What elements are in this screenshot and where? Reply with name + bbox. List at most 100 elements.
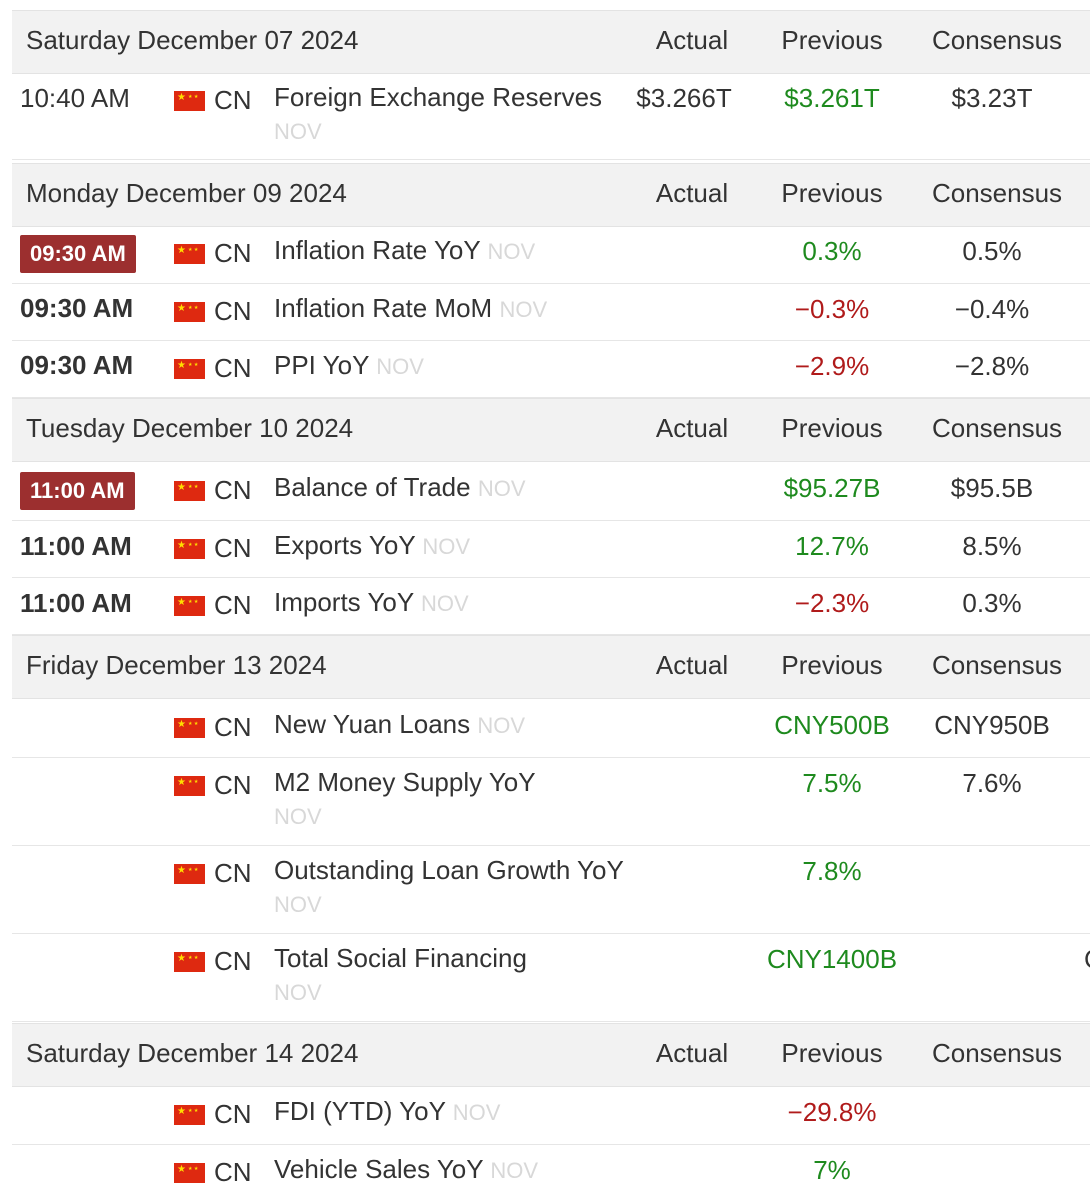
- event-row[interactable]: 11:00 AM CN Balance of Trade NOV $95.27B…: [12, 463, 1090, 521]
- event-country: CN: [214, 353, 252, 383]
- event-time-badge: 09:30 AM: [20, 235, 136, 273]
- event-previous: 12.7%: [795, 531, 869, 561]
- event-name[interactable]: Inflation Rate YoY NOV: [274, 235, 536, 265]
- column-header-consensus[interactable]: Consensus: [931, 1038, 1063, 1068]
- event-consensus: $3.23T: [951, 83, 1033, 113]
- event-reference: NOV: [477, 476, 526, 501]
- event-name[interactable]: Inflation Rate MoM NOV: [274, 293, 548, 323]
- event-country: CN: [214, 1157, 252, 1187]
- event-row[interactable]: 09:30 AM CN Inflation Rate YoY NOV 0.3% …: [12, 226, 1090, 284]
- china-flag-icon: [174, 481, 205, 501]
- event-row[interactable]: 11:00 AM CN Imports YoY NOV −2.3% 0.3%: [12, 578, 1090, 635]
- event-reference: NOV: [422, 534, 471, 559]
- event-reference: NOV: [274, 892, 322, 917]
- column-header-actual[interactable]: Actual: [655, 650, 729, 680]
- column-header-actual[interactable]: Actual: [655, 1038, 729, 1068]
- event-reference: NOV: [274, 119, 322, 144]
- event-consensus: −0.4%: [954, 294, 1030, 324]
- section-header: Tuesday December 10 2024 Actual Previous…: [12, 398, 1090, 462]
- event-previous: −0.3%: [794, 294, 870, 324]
- column-header-consensus[interactable]: Consensus: [931, 650, 1063, 680]
- event-name[interactable]: Total Social Financing NOV: [274, 943, 527, 1005]
- event-previous: 0.3%: [802, 236, 862, 266]
- column-header-consensus[interactable]: Consensus: [931, 25, 1063, 55]
- event-row[interactable]: CN FDI (YTD) YoY NOV −29.8%: [12, 1087, 1090, 1145]
- column-header-previous[interactable]: Previous: [781, 178, 883, 208]
- section-header: Friday December 13 2024 Actual Previous …: [12, 635, 1090, 699]
- section-date: Friday December 13 2024: [26, 650, 327, 680]
- event-row[interactable]: CN New Yuan Loans NOV CNY500B CNY950B: [12, 700, 1090, 758]
- china-flag-icon: [174, 864, 205, 884]
- event-previous: CNY500B: [774, 710, 890, 740]
- section-header: Monday December 09 2024 Actual Previous …: [12, 163, 1090, 227]
- event-row[interactable]: CN M2 Money Supply YoY NOV 7.5% 7.6%: [12, 758, 1090, 846]
- event-time: 11:00 AM: [20, 588, 132, 618]
- column-header-consensus[interactable]: Consensus: [931, 178, 1063, 208]
- china-flag-icon: [174, 776, 205, 796]
- event-name[interactable]: Outstanding Loan Growth YoY NOV: [274, 855, 624, 917]
- event-reference: NOV: [452, 1100, 501, 1125]
- china-flag-icon: [174, 1163, 205, 1183]
- event-country: CN: [214, 296, 252, 326]
- event-name[interactable]: Balance of Trade NOV: [274, 472, 526, 502]
- event-consensus-clipped: C: [1084, 944, 1090, 975]
- event-country: CN: [214, 85, 252, 115]
- event-name[interactable]: M2 Money Supply YoY NOV: [274, 767, 536, 829]
- event-country: CN: [214, 946, 252, 976]
- event-time: 10:40 AM: [20, 83, 130, 113]
- event-country: CN: [214, 238, 252, 268]
- event-name[interactable]: FDI (YTD) YoY NOV: [274, 1096, 501, 1126]
- china-flag-icon: [174, 952, 205, 972]
- event-consensus: CNY950B: [934, 710, 1050, 740]
- event-actual: $3.266T: [636, 83, 732, 113]
- china-flag-icon: [174, 359, 205, 379]
- column-header-previous[interactable]: Previous: [781, 413, 883, 443]
- event-name[interactable]: Foreign Exchange Reserves NOV: [274, 82, 603, 144]
- column-header-previous[interactable]: Previous: [781, 650, 883, 680]
- event-name[interactable]: Exports YoY NOV: [274, 530, 471, 560]
- event-country: CN: [214, 1099, 252, 1129]
- event-consensus: 7.6%: [962, 768, 1022, 798]
- event-reference: NOV: [499, 297, 548, 322]
- event-previous: CNY1400B: [766, 944, 898, 974]
- event-row[interactable]: 11:00 AM CN Exports YoY NOV 12.7% 8.5%: [12, 521, 1090, 578]
- column-header-actual[interactable]: Actual: [655, 413, 729, 443]
- column-header-actual[interactable]: Actual: [655, 25, 729, 55]
- event-time-badge: 11:00 AM: [20, 472, 135, 510]
- event-consensus: 0.5%: [962, 236, 1022, 266]
- event-row[interactable]: CN Outstanding Loan Growth YoY NOV 7.8%: [12, 846, 1090, 934]
- event-reference: NOV: [376, 354, 424, 379]
- column-header-consensus[interactable]: Consensus: [931, 413, 1063, 443]
- event-reference: NOV: [274, 804, 322, 829]
- column-header-previous[interactable]: Previous: [781, 25, 883, 55]
- column-header-actual[interactable]: Actual: [655, 178, 729, 208]
- event-name[interactable]: Vehicle Sales YoY NOV: [274, 1154, 539, 1184]
- event-row[interactable]: 10:40 AM CN Foreign Exchange Reserves NO…: [12, 73, 1090, 160]
- china-flag-icon: [174, 244, 205, 264]
- event-row[interactable]: 09:30 AM CN PPI YoY NOV −2.9% −2.8%: [12, 341, 1090, 398]
- event-previous: −2.3%: [794, 588, 870, 618]
- china-flag-icon: [174, 302, 205, 322]
- event-row[interactable]: 09:30 AM CN Inflation Rate MoM NOV −0.3%…: [12, 284, 1090, 341]
- column-header-previous[interactable]: Previous: [781, 1038, 883, 1068]
- event-row[interactable]: CN Total Social Financing NOV CNY1400B C: [12, 934, 1090, 1022]
- event-reference: NOV: [477, 713, 526, 738]
- event-reference: NOV: [274, 980, 322, 1005]
- event-time: 11:00 AM: [20, 531, 132, 561]
- event-consensus: −2.8%: [954, 351, 1030, 381]
- event-previous: $3.261T: [784, 83, 880, 113]
- section-header: Saturday December 14 2024 Actual Previou…: [12, 1023, 1090, 1087]
- event-consensus: 8.5%: [962, 531, 1022, 561]
- section-header: Saturday December 07 2024 Actual Previou…: [12, 10, 1090, 74]
- section-date: Monday December 09 2024: [26, 178, 347, 208]
- event-name[interactable]: New Yuan Loans NOV: [274, 709, 526, 739]
- event-name[interactable]: PPI YoY NOV: [274, 350, 424, 380]
- event-country: CN: [214, 712, 252, 742]
- event-row[interactable]: CN Vehicle Sales YoY NOV 7%: [12, 1145, 1090, 1200]
- event-name[interactable]: Imports YoY NOV: [274, 587, 469, 617]
- event-previous: 7.5%: [802, 768, 862, 798]
- section-date: Saturday December 07 2024: [26, 25, 359, 55]
- event-country: CN: [214, 590, 252, 620]
- event-previous: −2.9%: [794, 351, 870, 381]
- event-reference: NOV: [487, 239, 536, 264]
